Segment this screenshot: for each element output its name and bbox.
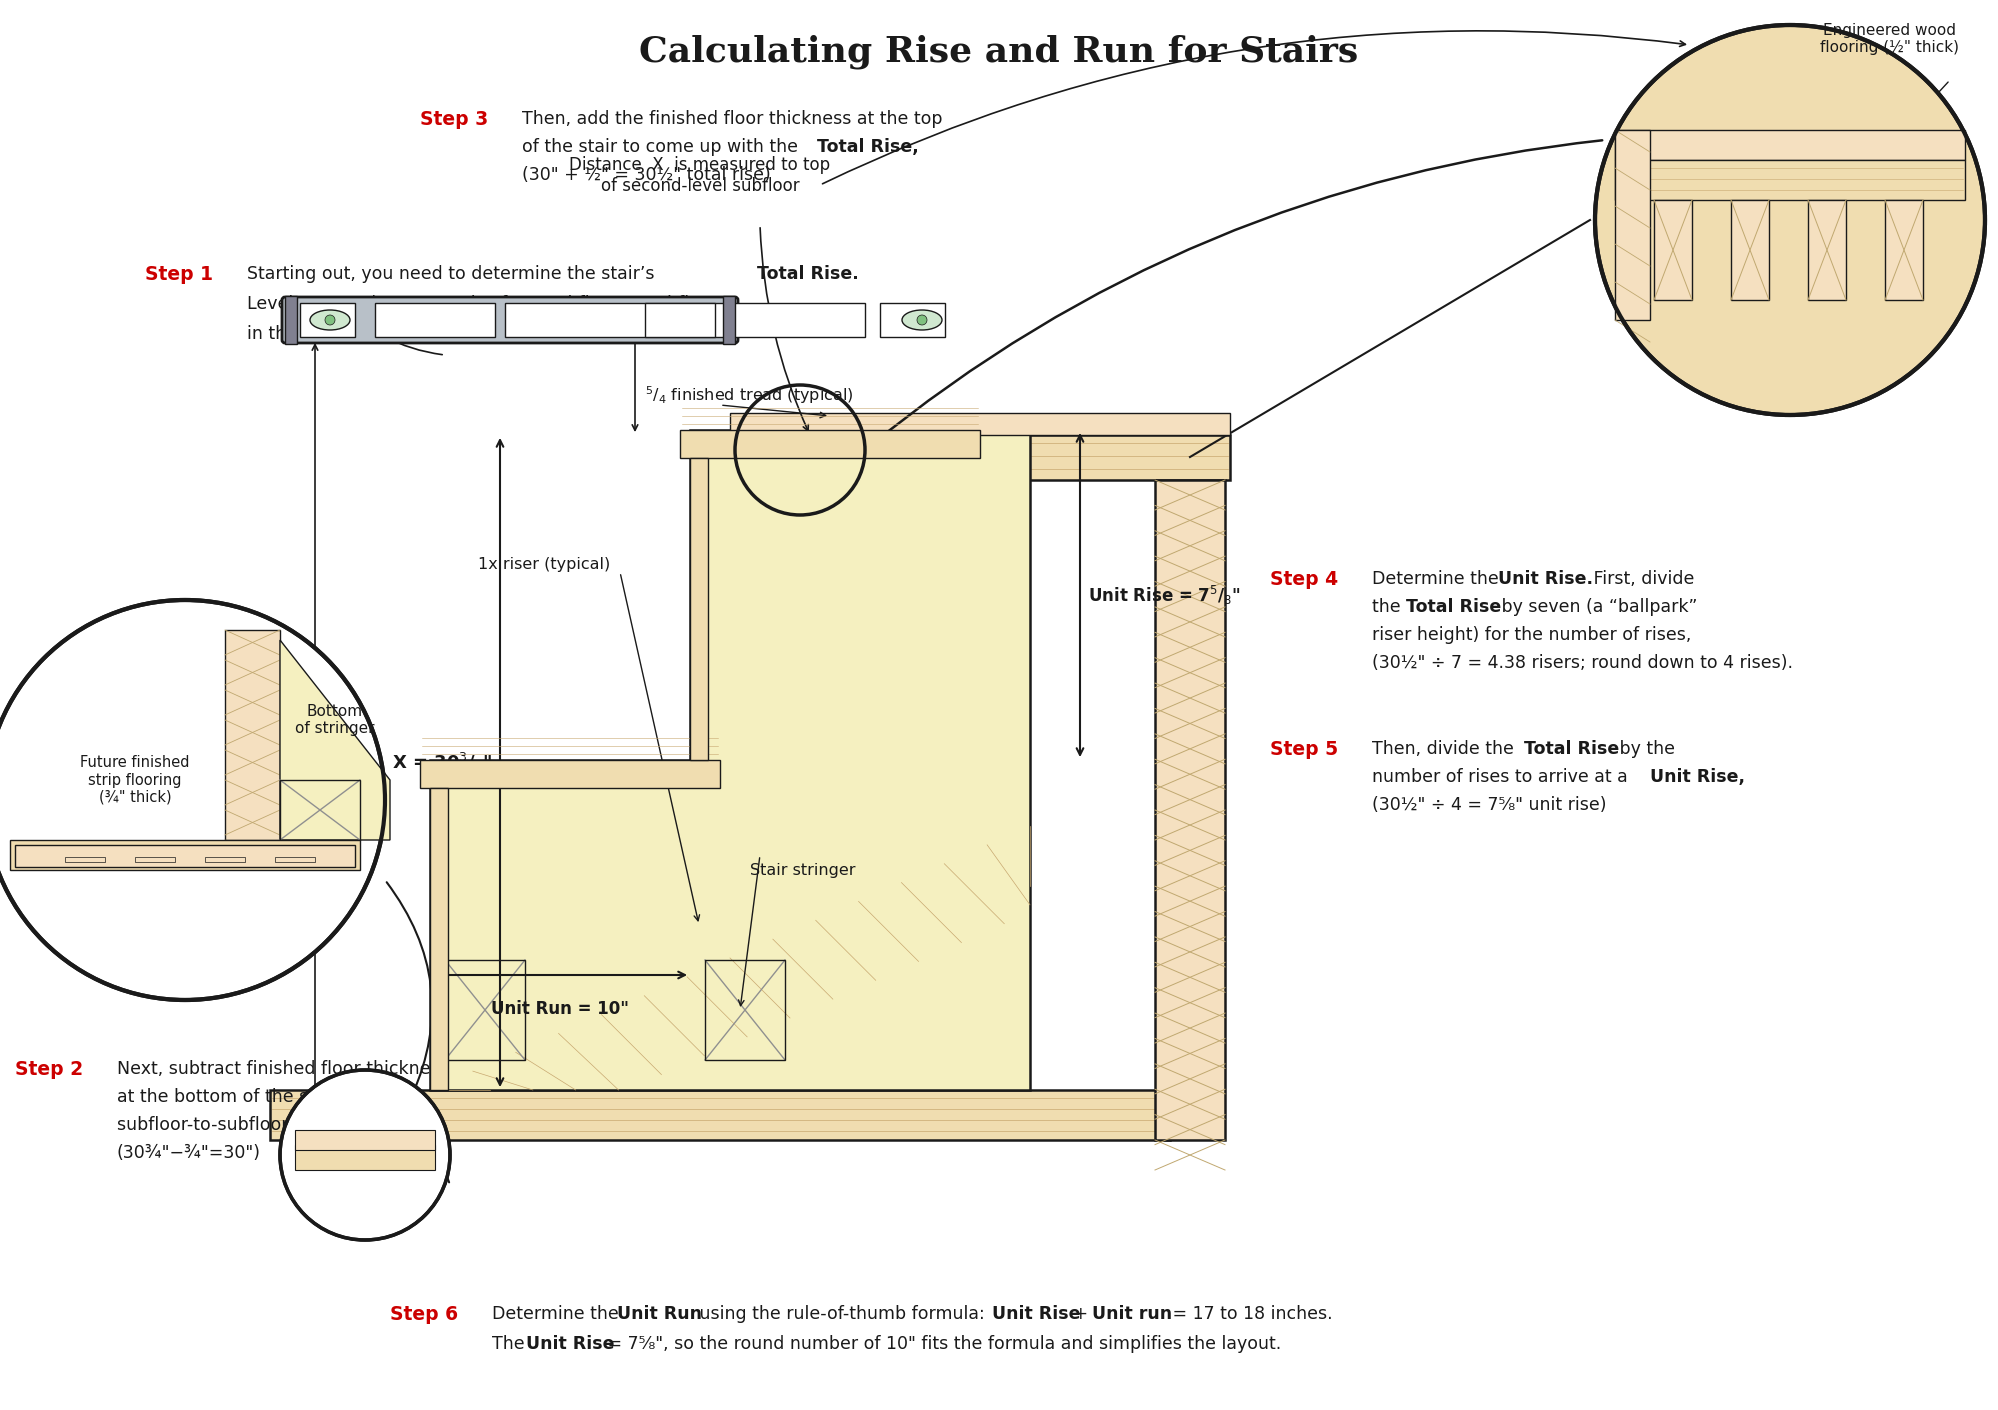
- Text: Unit run: Unit run: [1091, 1306, 1171, 1323]
- Text: Total Rise,: Total Rise,: [817, 138, 919, 157]
- Bar: [276, 857, 316, 862]
- Text: in this case the measurement is 30¾".: in this case the measurement is 30¾".: [248, 324, 585, 343]
- Text: by the: by the: [1612, 740, 1674, 759]
- Bar: [505, 303, 865, 337]
- Bar: [1730, 200, 1768, 300]
- Text: Step 2: Step 2: [16, 1060, 84, 1079]
- Text: Unit Rise: Unit Rise: [525, 1335, 613, 1354]
- Text: Unit Run = 10": Unit Run = 10": [492, 1000, 629, 1018]
- Bar: [645, 303, 715, 337]
- Text: Subfloor: Subfloor: [356, 1158, 424, 1173]
- Text: Determine the: Determine the: [492, 1306, 623, 1323]
- Text: subfloor-to-subfloor measurement,: subfloor-to-subfloor measurement,: [118, 1115, 422, 1134]
- Text: The: The: [492, 1335, 529, 1354]
- Bar: [1614, 159, 1964, 200]
- Bar: [679, 430, 979, 458]
- Bar: [286, 296, 298, 344]
- Bar: [689, 458, 707, 760]
- Text: Step 6: Step 6: [390, 1306, 458, 1324]
- Text: riser height) for the number of rises,: riser height) for the number of rises,: [1371, 626, 1690, 644]
- Circle shape: [917, 314, 927, 324]
- Text: = 17 to 18 inches.: = 17 to 18 inches.: [1167, 1306, 1333, 1323]
- Text: (30½" ÷ 7 = 4.38 risers; round down to 4 rises).: (30½" ÷ 7 = 4.38 risers; round down to 4…: [1371, 654, 1792, 673]
- Text: number of rises to arrive at a: number of rises to arrive at a: [1371, 768, 1632, 785]
- Text: Unit Rise: Unit Rise: [991, 1306, 1081, 1323]
- Bar: [1884, 200, 1922, 300]
- Bar: [705, 960, 785, 1060]
- Bar: [296, 1129, 436, 1151]
- Circle shape: [280, 1070, 450, 1239]
- Text: Step 3: Step 3: [420, 110, 488, 128]
- Text: Future finished
strip flooring
(¾" thick): Future finished strip flooring (¾" thick…: [80, 756, 190, 805]
- Text: the: the: [1371, 598, 1405, 616]
- Bar: [10, 840, 360, 870]
- Text: Then, add the finished floor thickness at the top: Then, add the finished floor thickness a…: [521, 110, 941, 128]
- Bar: [879, 303, 945, 337]
- Bar: [420, 760, 719, 788]
- Text: Step 4: Step 4: [1269, 570, 1337, 589]
- Ellipse shape: [310, 310, 350, 330]
- Text: Total Rise.: Total Rise.: [757, 265, 859, 283]
- Circle shape: [326, 314, 336, 324]
- Text: Stair stringer: Stair stringer: [749, 863, 855, 877]
- Bar: [136, 857, 176, 862]
- Text: Unit Rise,: Unit Rise,: [1648, 768, 1744, 785]
- Bar: [729, 436, 1229, 479]
- Text: Step 1: Step 1: [146, 265, 214, 283]
- Text: Total Rise: Total Rise: [1522, 740, 1618, 759]
- Bar: [430, 788, 448, 1090]
- Bar: [1614, 130, 1648, 320]
- Bar: [723, 296, 735, 344]
- Text: = 7⁵⁄₈", so the round number of 10" fits the formula and simplifies the layout.: = 7⁵⁄₈", so the round number of 10" fits…: [601, 1335, 1281, 1354]
- Bar: [280, 780, 360, 840]
- Bar: [1806, 200, 1844, 300]
- Text: First, divide: First, divide: [1586, 570, 1694, 588]
- Text: Determine the: Determine the: [1371, 570, 1504, 588]
- Bar: [296, 1145, 436, 1170]
- Text: Unit Run: Unit Run: [617, 1306, 701, 1323]
- Text: $\mathbf{X}$ = 30$^{3}$/$_{4}$": $\mathbf{X}$ = 30$^{3}$/$_{4}$": [392, 750, 492, 774]
- Text: at the bottom of the stair from the: at the bottom of the stair from the: [118, 1089, 418, 1105]
- Text: (30" + ½" = 30½" total rise): (30" + ½" = 30½" total rise): [521, 166, 771, 183]
- Bar: [270, 1090, 1169, 1141]
- Text: Unit Rise.: Unit Rise.: [1497, 570, 1592, 588]
- Text: Distance  X  is measured to top
of second-level subfloor: Distance X is measured to top of second-…: [569, 157, 829, 195]
- Bar: [206, 857, 246, 862]
- Text: Calculating Rise and Run for Stairs: Calculating Rise and Run for Stairs: [639, 35, 1359, 69]
- Text: 1x riser (typical): 1x riser (typical): [478, 557, 609, 572]
- Ellipse shape: [901, 310, 941, 330]
- Circle shape: [0, 601, 386, 1000]
- Text: by seven (a “ballpark”: by seven (a “ballpark”: [1495, 598, 1696, 616]
- Bar: [1155, 479, 1225, 1141]
- Text: Unit Rise = 7$^{5}$/$_{8}$": Unit Rise = 7$^{5}$/$_{8}$": [1087, 584, 1241, 606]
- Bar: [1614, 130, 1964, 159]
- Text: +: +: [1067, 1306, 1093, 1323]
- Text: (30¾"−¾"=30"): (30¾"−¾"=30"): [118, 1144, 262, 1162]
- Text: of the stair to come up with the: of the stair to come up with the: [521, 138, 803, 157]
- Text: Then, divide the: Then, divide the: [1371, 740, 1518, 759]
- Bar: [1652, 200, 1690, 300]
- Bar: [729, 413, 1229, 436]
- Polygon shape: [280, 640, 390, 840]
- Bar: [376, 303, 496, 337]
- Text: Total Rise: Total Rise: [1405, 598, 1500, 616]
- Text: using the rule-of-thumb formula:: using the rule-of-thumb formula:: [693, 1306, 989, 1323]
- Text: Bottom
of stringer: Bottom of stringer: [296, 704, 374, 736]
- Text: $^{5}$/$_{4}$ finished tread (typical): $^{5}$/$_{4}$ finished tread (typical): [645, 384, 853, 406]
- Bar: [300, 303, 356, 337]
- Bar: [446, 960, 525, 1060]
- Bar: [226, 630, 280, 840]
- Text: Level over and measure rise from subfloor to subfloor;: Level over and measure rise from subfloo…: [248, 295, 723, 313]
- Bar: [66, 857, 106, 862]
- Text: (30½" ÷ 4 = 7⁵⁄₈" unit rise): (30½" ÷ 4 = 7⁵⁄₈" unit rise): [1371, 797, 1606, 814]
- Polygon shape: [430, 430, 1029, 1090]
- Text: Starting out, you need to determine the stair’s: Starting out, you need to determine the …: [248, 265, 659, 283]
- Bar: [16, 845, 356, 867]
- Text: Engineered wood
flooring (½" thick): Engineered wood flooring (½" thick): [1820, 23, 1958, 55]
- Text: Step 5: Step 5: [1269, 740, 1337, 759]
- Circle shape: [1594, 25, 1984, 415]
- Text: Next, subtract finished floor thickness: Next, subtract finished floor thickness: [118, 1060, 448, 1079]
- FancyBboxPatch shape: [282, 298, 737, 343]
